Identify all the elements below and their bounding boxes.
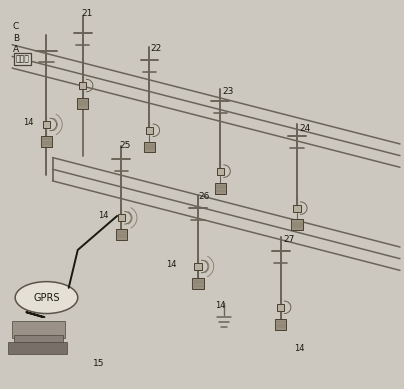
Text: 变电站: 变电站 <box>15 54 29 64</box>
Bar <box>41 136 52 147</box>
Bar <box>77 98 88 109</box>
Text: 14: 14 <box>215 301 225 310</box>
Text: 25: 25 <box>120 141 131 151</box>
Text: B: B <box>13 33 19 43</box>
Text: 21: 21 <box>81 9 93 18</box>
Text: GPRS: GPRS <box>33 293 60 303</box>
Bar <box>14 335 63 346</box>
Bar <box>277 304 284 311</box>
Text: 14: 14 <box>98 211 108 221</box>
Bar <box>146 127 153 134</box>
Bar <box>291 219 303 230</box>
Bar <box>192 278 204 289</box>
Bar <box>116 229 127 240</box>
Bar <box>293 205 301 212</box>
Text: A: A <box>13 45 19 54</box>
Text: 24: 24 <box>299 124 311 133</box>
Bar <box>79 82 86 89</box>
Text: 14: 14 <box>294 343 304 353</box>
Ellipse shape <box>15 282 78 314</box>
Bar <box>144 142 155 152</box>
Bar <box>217 168 224 175</box>
Bar <box>275 319 286 330</box>
Bar <box>43 121 50 128</box>
Text: 14: 14 <box>23 118 34 127</box>
Text: 14: 14 <box>166 260 177 269</box>
Text: 27: 27 <box>283 235 295 244</box>
Bar <box>118 214 125 221</box>
Text: 26: 26 <box>198 192 210 201</box>
Bar <box>12 321 65 338</box>
Text: 22: 22 <box>150 44 161 53</box>
Bar <box>194 263 202 270</box>
Text: 15: 15 <box>93 359 105 368</box>
Bar <box>215 183 226 194</box>
Text: C: C <box>13 22 19 31</box>
Text: 23: 23 <box>223 87 234 96</box>
Bar <box>8 342 67 354</box>
